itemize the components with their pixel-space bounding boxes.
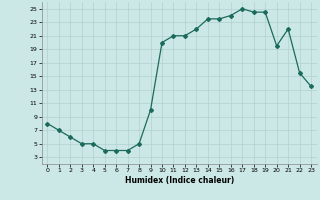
X-axis label: Humidex (Indice chaleur): Humidex (Indice chaleur) [124,176,234,185]
